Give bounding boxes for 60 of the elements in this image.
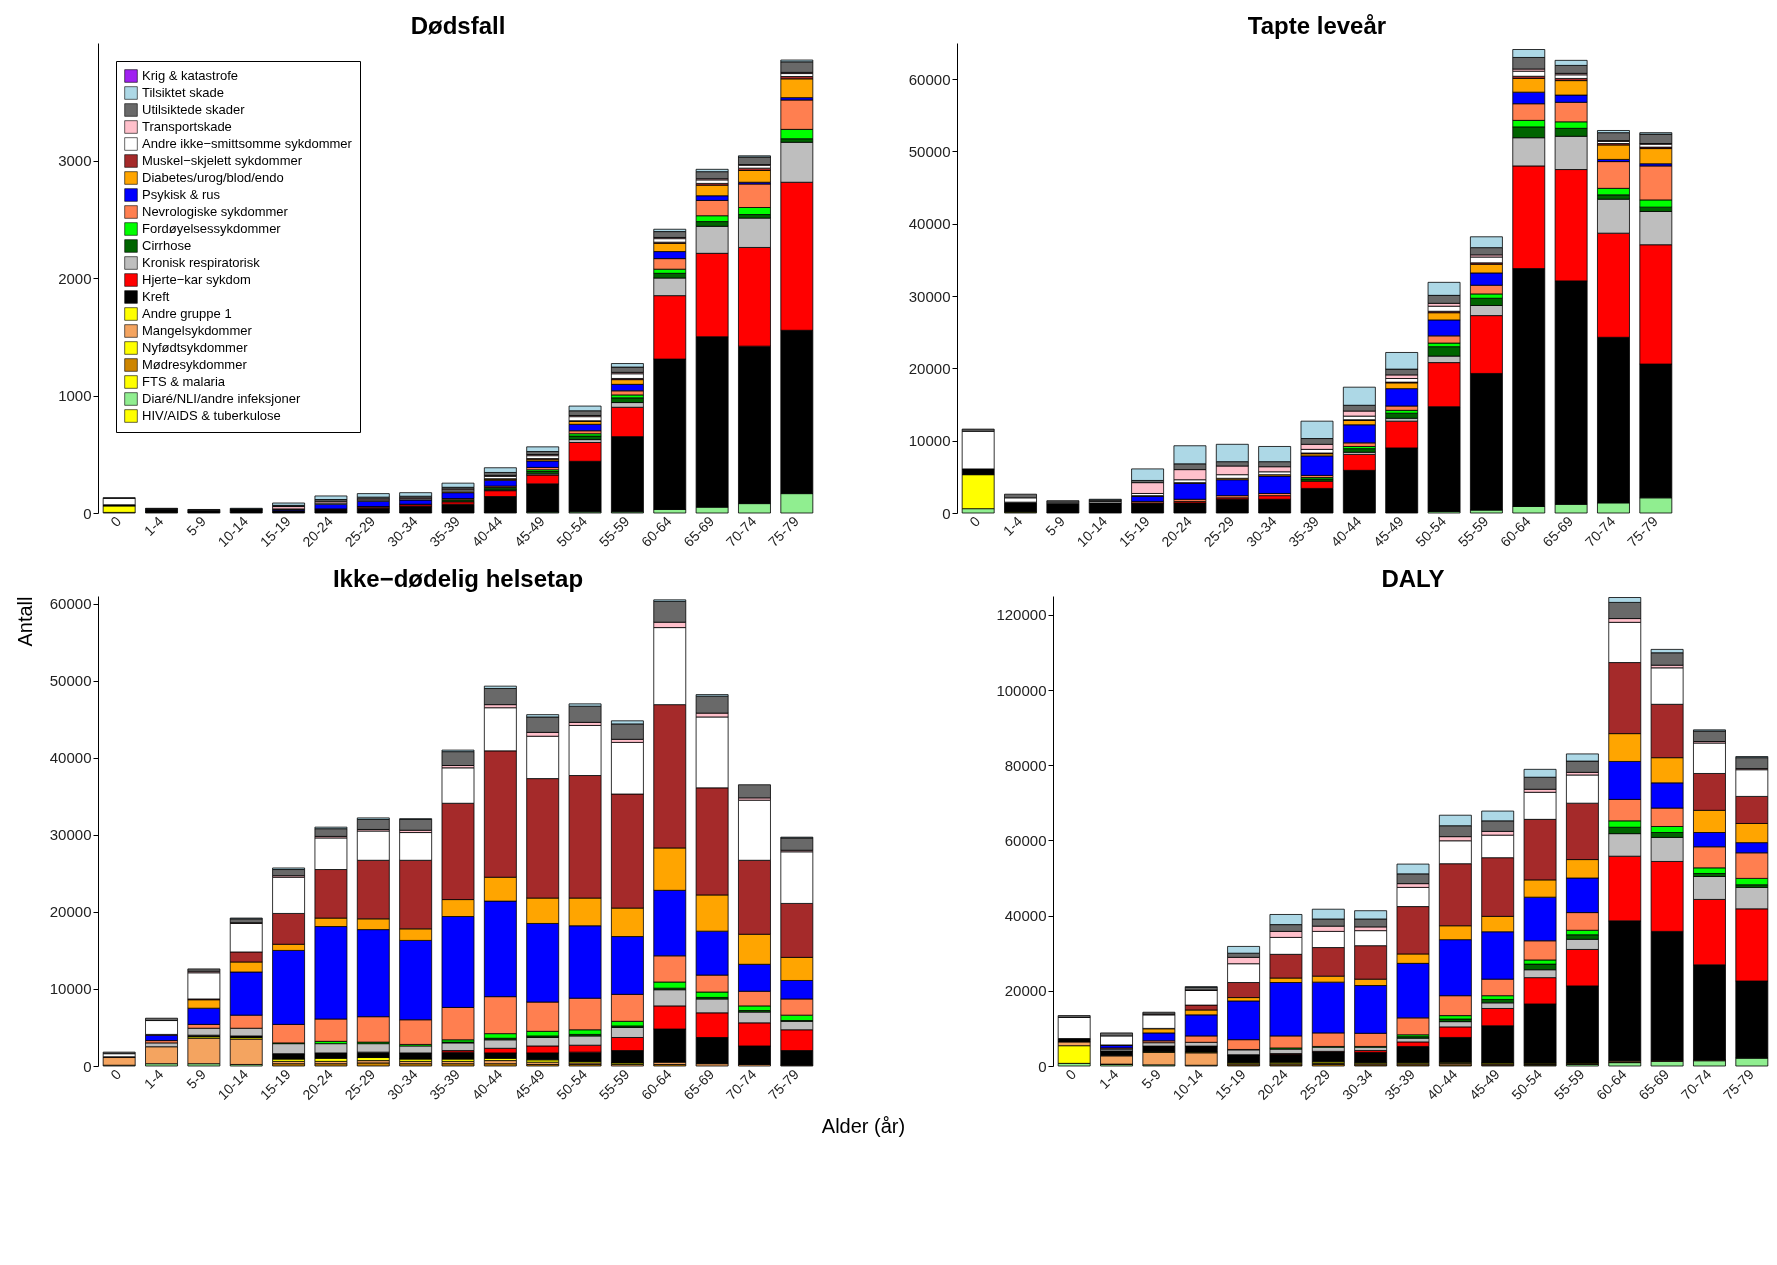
legend-label: Cirrhose xyxy=(142,238,192,253)
y-tick-label: 60000 xyxy=(1004,831,1047,849)
y-tick-label: 20000 xyxy=(1004,982,1047,1000)
chart-title: Dødsfall xyxy=(410,12,506,39)
x-tick-label: 0 xyxy=(966,512,984,530)
y-tick-label: 60000 xyxy=(49,595,92,613)
y-tick-label: 10000 xyxy=(908,432,951,450)
y-tick-label: 30000 xyxy=(49,826,92,844)
legend-label: Andre ikke−smittsomme sykdommer xyxy=(142,136,353,151)
legend-label: FTS & malaria xyxy=(142,374,226,389)
x-tick-label: 0 xyxy=(107,1065,125,1083)
chart-title: DALY xyxy=(1381,565,1445,592)
x-tick-label: 5-9 xyxy=(183,512,209,539)
y-tick-label: 10000 xyxy=(49,980,92,998)
y-tick-label: 60000 xyxy=(908,70,951,88)
y-tick-label: 1000 xyxy=(58,387,92,404)
legend-label: HIV/AIDS & tuberkulose xyxy=(142,408,281,423)
chart-title: Tapte leveår xyxy=(1247,12,1387,39)
legend-label: Tilsiktet skade xyxy=(142,85,224,100)
legend-label: Psykisk & rus xyxy=(142,187,221,202)
legend-label: Kreft xyxy=(142,289,170,304)
legend-label: Hjerte−kar sykdom xyxy=(142,272,251,287)
legend-label: Muskel−skjelett sykdommer xyxy=(142,153,303,168)
legend-label: Diaré/NLI/andre infeksjoner xyxy=(142,391,301,406)
x-tick-label: 1-4 xyxy=(1095,1065,1122,1092)
y-tick-label: 40000 xyxy=(908,215,951,233)
x-tick-label: 0 xyxy=(1062,1065,1080,1083)
y-tick-label: 120000 xyxy=(996,606,1047,624)
y-tick-label: 40000 xyxy=(1004,907,1047,925)
legend-label: Transportskade xyxy=(142,119,232,134)
y-tick-label: 20000 xyxy=(49,903,92,921)
legend-label: Nyfødtsykdommer xyxy=(142,340,249,355)
legend-label: Nevrologiske sykdommer xyxy=(142,204,289,219)
y-tick-label: 100000 xyxy=(996,681,1047,699)
legend-label: Fordøyelsessykdommer xyxy=(142,221,282,236)
legend-label: Diabetes/urog/blod/endo xyxy=(142,170,284,185)
x-tick-label: 1-4 xyxy=(140,1065,167,1092)
legend-label: Kronisk respiratorisk xyxy=(142,255,261,270)
y-tick-label: 2000 xyxy=(58,269,92,287)
legend-label: Utilsiktede skader xyxy=(142,102,246,117)
y-tick-label: 80000 xyxy=(1004,756,1047,774)
y-tick-label: 50000 xyxy=(908,142,951,160)
chart-title: Ikke−dødelig helsetap xyxy=(332,565,584,592)
x-tick-label: 1-4 xyxy=(140,512,167,539)
legend-label: Mødresykdommer xyxy=(142,357,248,372)
y-tick-label: 20000 xyxy=(908,359,951,377)
legend-label: Mangelsykdommer xyxy=(142,323,253,338)
y-tick-label: 50000 xyxy=(49,672,92,690)
x-tick-label: 0 xyxy=(107,512,125,530)
x-axis-title: Alder (år) xyxy=(821,1114,906,1137)
legend-label: Krig & katastrofe xyxy=(142,68,239,83)
y-axis-title: Antall xyxy=(13,596,36,647)
x-tick-label: 5-9 xyxy=(1138,1065,1164,1092)
legend-label: Andre gruppe 1 xyxy=(142,306,232,321)
x-tick-label: 5-9 xyxy=(183,1065,209,1092)
y-tick-label: 30000 xyxy=(908,287,951,305)
x-tick-label: 5-9 xyxy=(1042,512,1068,539)
y-tick-label: 40000 xyxy=(49,749,92,767)
x-tick-label: 1-4 xyxy=(999,512,1026,539)
y-tick-label: 3000 xyxy=(58,152,92,169)
